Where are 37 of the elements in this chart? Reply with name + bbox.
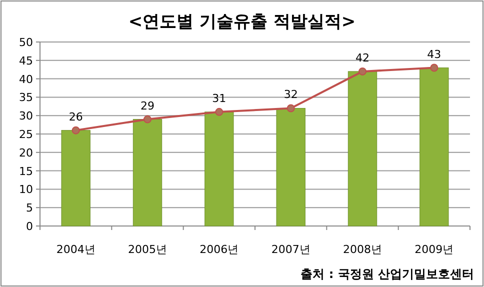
- y-tick-label: 50: [19, 36, 33, 49]
- x-tick-label: 2004년: [56, 243, 96, 256]
- point: [358, 67, 366, 76]
- source-note: 출처 : 국정원 산업기밀보호센터: [300, 267, 474, 281]
- point: [72, 126, 80, 134]
- bar: [276, 108, 306, 226]
- data-label: 43: [427, 48, 442, 61]
- y-tick-label: 0: [26, 220, 33, 233]
- x-tick-label: 2006년: [200, 243, 239, 256]
- data-label: 42: [356, 51, 370, 64]
- point: [286, 104, 295, 112]
- y-tick-label: 20: [19, 146, 33, 160]
- data-label: 32: [284, 88, 298, 102]
- x-tick-label: 2005년: [128, 243, 167, 256]
- y-tick-label: 45: [19, 54, 33, 68]
- y-tick-label: 10: [19, 183, 33, 196]
- y-tick-label: 40: [19, 72, 33, 86]
- x-tick-label: 2007년: [271, 243, 310, 256]
- y-tick-label: 30: [19, 110, 33, 123]
- y-tick-label: 35: [19, 91, 33, 104]
- data-label: 31: [212, 92, 226, 105]
- y-tick-label: 25: [19, 128, 33, 141]
- bar: [204, 112, 234, 226]
- bar: [61, 130, 90, 226]
- bar: [420, 68, 449, 226]
- x-tick-label: 2008년: [343, 243, 382, 256]
- point: [430, 64, 438, 72]
- y-tick-label: 15: [19, 164, 33, 178]
- bar: [348, 71, 378, 226]
- x-tick-label: 2009년: [414, 243, 454, 256]
- chart-title: <연도별 기술유출 적발실적>: [128, 12, 356, 32]
- data-label: 26: [68, 110, 83, 124]
- data-label: 29: [140, 99, 154, 112]
- point: [144, 115, 152, 124]
- point: [215, 108, 224, 116]
- bar: [132, 119, 162, 226]
- y-tick-label: 5: [26, 202, 33, 215]
